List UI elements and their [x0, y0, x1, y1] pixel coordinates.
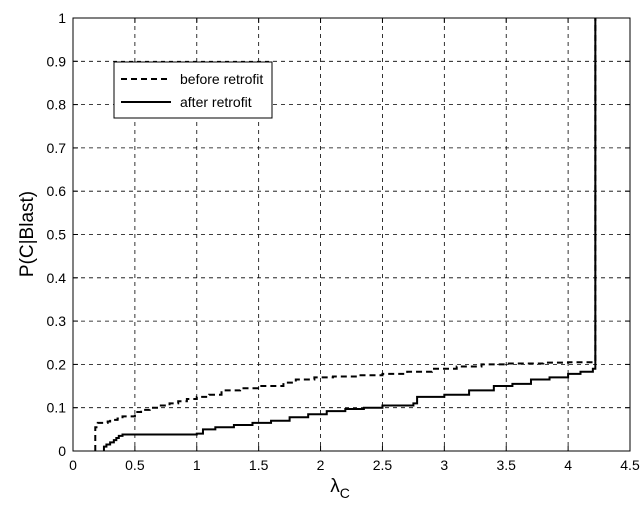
- y-tick-label: 0.7: [47, 140, 67, 156]
- legend: before retrofit after retrofit: [113, 61, 273, 119]
- x-tick-label: 4: [564, 457, 572, 473]
- series-line-before-retrofit: [94, 18, 597, 451]
- ticks: 0 0.5 1 1.5 2 2.5 3 3.5 4 4.5 0 0.1 0.2 0.3 0.4 0.5 0.6 0…: [47, 10, 640, 473]
- legend-label-after: after retrofit: [180, 94, 252, 110]
- x-tick-label: 1: [193, 457, 201, 473]
- legend-box: [113, 61, 273, 119]
- x-tick-label: 2.5: [373, 457, 393, 473]
- y-tick-label: 0.6: [47, 183, 67, 199]
- x-axis-label-subscript: C: [340, 485, 350, 501]
- x-tick-label: 0.5: [125, 457, 145, 473]
- x-tick-label: 0: [69, 457, 77, 473]
- x-tick-label: 4.5: [620, 457, 640, 473]
- y-tick-label: 0.1: [47, 400, 67, 416]
- y-tick-label: 0.8: [47, 97, 67, 113]
- x-tick-label: 3: [440, 457, 448, 473]
- x-tick-label: 2: [317, 457, 325, 473]
- y-tick-label: 0.3: [47, 313, 67, 329]
- y-tick-label: 0: [58, 443, 66, 459]
- series-line-after-retrofit: [102, 18, 597, 451]
- y-tick-label: 0.9: [47, 53, 67, 69]
- y-tick-label: 0.4: [47, 270, 67, 286]
- x-axis-label-symbol: λ: [330, 476, 340, 497]
- x-axis-label: λC: [330, 476, 350, 501]
- x-tick-label: 1.5: [249, 457, 269, 473]
- x-tick-label: 3.5: [496, 457, 516, 473]
- y-tick-label: 1: [58, 10, 66, 26]
- y-axis-label: P(C|Blast): [17, 191, 38, 277]
- y-tick-label: 0.5: [47, 227, 67, 243]
- legend-label-before: before retrofit: [180, 71, 263, 87]
- series-layer: [94, 18, 597, 451]
- y-tick-label: 0.2: [47, 356, 67, 372]
